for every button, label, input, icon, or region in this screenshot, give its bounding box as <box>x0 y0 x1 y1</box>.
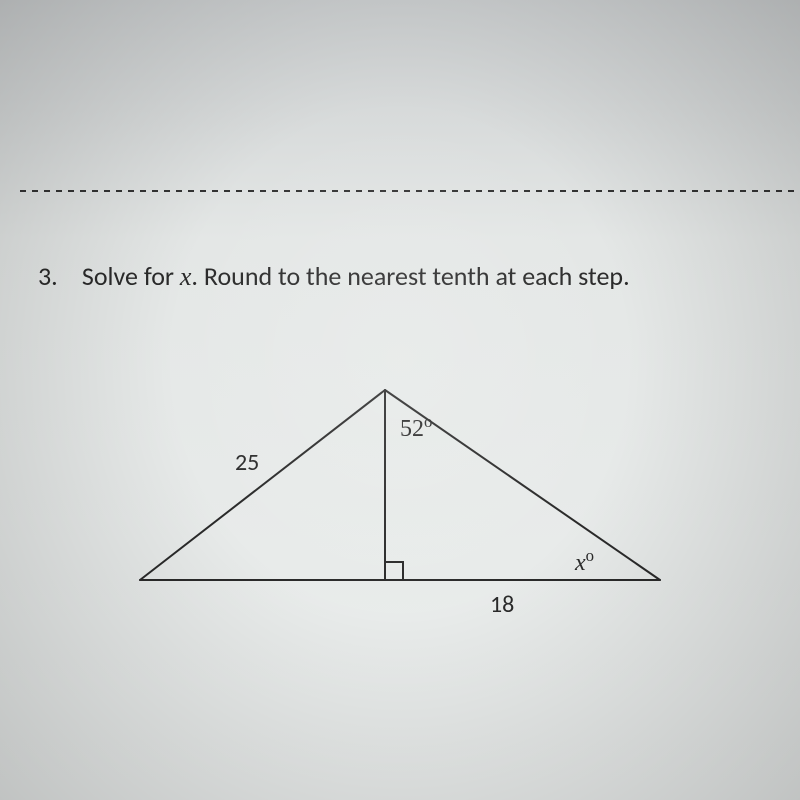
problem-text-1: Solve for <box>82 260 180 292</box>
degree-symbol: o <box>424 412 432 431</box>
label-side-18: 18 <box>490 590 514 619</box>
problem-variable: x <box>180 262 192 291</box>
label-angle-x: xo <box>575 546 594 577</box>
problem-text-2: . Round to the nearest tenth at each ste… <box>191 260 629 292</box>
problem-number: 3. <box>38 260 76 292</box>
section-divider <box>20 190 800 192</box>
triangle-svg <box>120 370 680 630</box>
problem-statement: 3. Solve for x. Round to the nearest ten… <box>38 260 630 292</box>
degree-symbol: o <box>586 546 594 565</box>
label-side-25: 25 <box>235 448 259 477</box>
label-angle-52: 52o <box>400 412 432 443</box>
triangle-figure: 25 52o xo 18 <box>120 370 680 630</box>
